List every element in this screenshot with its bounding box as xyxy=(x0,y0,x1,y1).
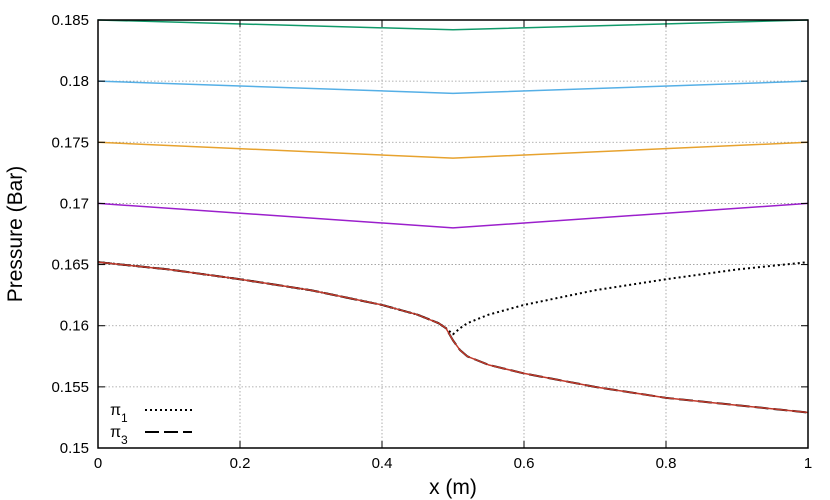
series-line-7 xyxy=(97,261,809,414)
x-tick-label: 0.2 xyxy=(230,455,251,472)
series-line-2 xyxy=(97,80,809,95)
legend-symbol: π xyxy=(110,402,121,419)
x-tick-label: 0 xyxy=(94,455,102,472)
series-line-5 xyxy=(97,261,809,336)
y-tick-label: 0.175 xyxy=(51,134,89,151)
tick-labels: 0 0.2 0.4 0.6 0.8 1 0.15 0.155 0.16 0.165 0.17 0.17… xyxy=(51,12,812,472)
series-line-4 xyxy=(97,202,809,229)
x-tick-label: 1 xyxy=(804,455,812,472)
legend-subscript: 3 xyxy=(121,433,128,447)
x-tick-label: 0.6 xyxy=(514,455,535,472)
y-tick-label: 0.165 xyxy=(51,257,89,274)
x-tick-label: 0.8 xyxy=(656,455,677,472)
plot-frame xyxy=(97,19,809,449)
legend-label-2: π3 xyxy=(110,424,128,447)
y-axis-label: Pressure (Bar) xyxy=(4,166,27,303)
x-tick-label: 0.4 xyxy=(372,455,393,472)
x-axis-label: x (m) xyxy=(429,476,477,499)
series-line-6 xyxy=(97,261,809,414)
ticks xyxy=(97,19,809,449)
y-tick-label: 0.185 xyxy=(51,12,89,29)
series-group xyxy=(97,19,809,414)
y-tick-label: 0.15 xyxy=(60,440,89,457)
series-line-1 xyxy=(97,19,809,31)
series-line-3 xyxy=(97,141,809,159)
y-tick-label: 0.18 xyxy=(60,73,89,90)
y-tick-label: 0.155 xyxy=(51,379,89,396)
legend-label-1: π1 xyxy=(110,402,128,425)
y-tick-label: 0.17 xyxy=(60,195,89,212)
y-tick-label: 0.16 xyxy=(60,318,89,335)
legend-subscript: 1 xyxy=(121,411,128,425)
legend-symbol: π xyxy=(110,424,121,441)
